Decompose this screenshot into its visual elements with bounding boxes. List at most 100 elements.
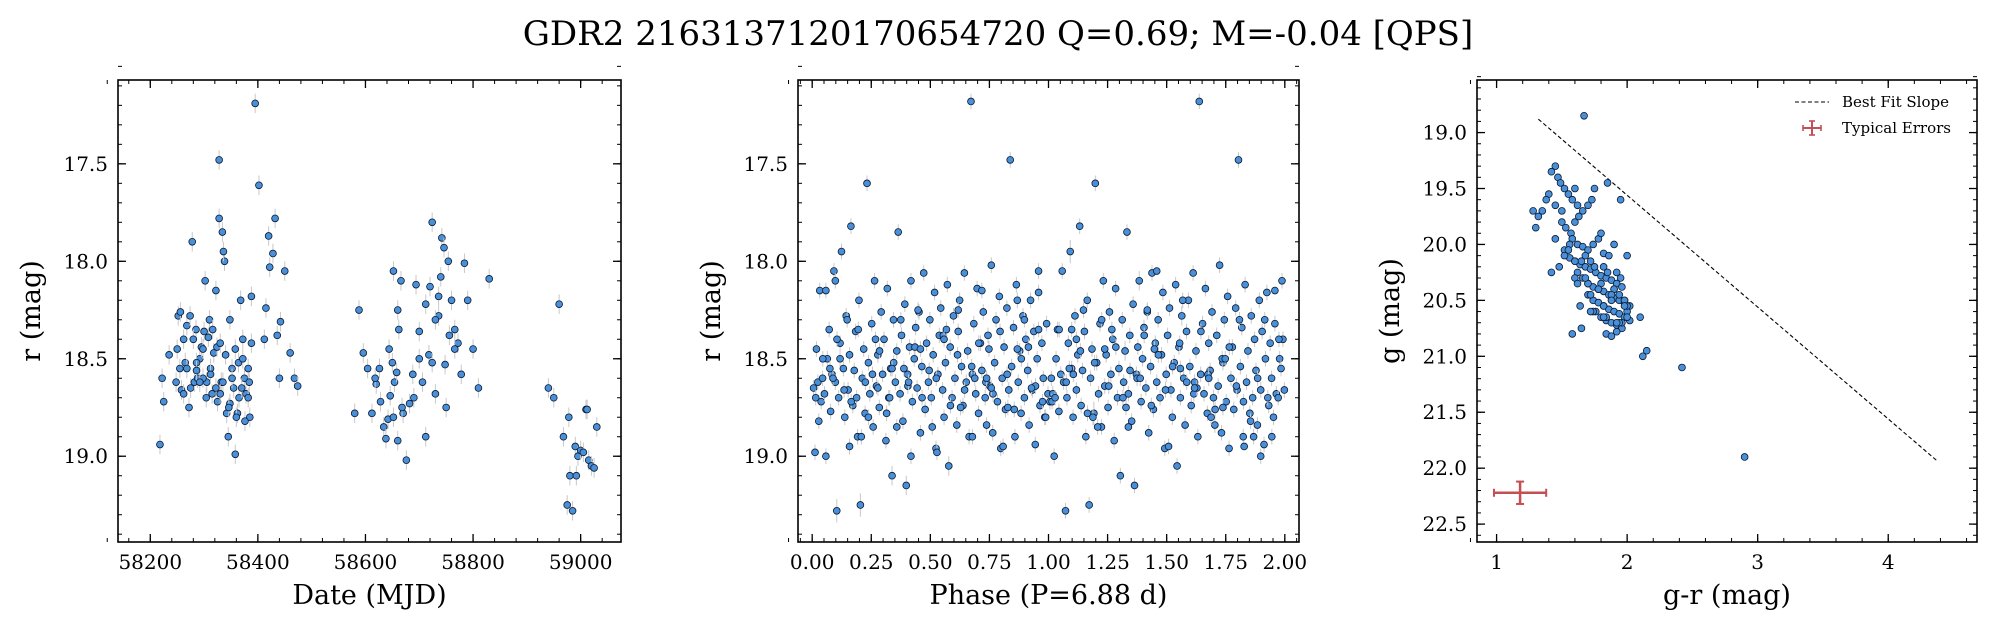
data-point bbox=[1277, 364, 1285, 373]
data-point bbox=[269, 249, 277, 258]
data-point bbox=[441, 360, 449, 369]
data-point bbox=[811, 393, 820, 402]
figure-title: GDR2 2163137120170654720 Q=0.69; M=-0.04… bbox=[523, 14, 1473, 54]
data-point bbox=[1219, 403, 1227, 412]
data-point bbox=[1119, 393, 1127, 402]
y-tick-label: 22.5 bbox=[1422, 512, 1467, 536]
data-point bbox=[978, 366, 986, 375]
data-point bbox=[1538, 207, 1547, 215]
x-axis-label: g-r (mag) bbox=[1663, 580, 1791, 611]
data-point bbox=[1124, 423, 1133, 431]
data-point bbox=[1260, 315, 1269, 324]
data-point bbox=[434, 292, 443, 301]
data-point bbox=[885, 393, 894, 402]
data-point bbox=[247, 339, 256, 347]
data-point bbox=[988, 429, 997, 437]
data-point bbox=[888, 364, 896, 373]
data-point bbox=[1143, 306, 1152, 314]
data-point bbox=[1012, 280, 1021, 289]
data-point bbox=[854, 325, 863, 334]
data-point bbox=[960, 269, 969, 277]
data-point bbox=[985, 345, 993, 353]
data-point bbox=[572, 471, 581, 480]
data-point bbox=[213, 397, 222, 406]
data-point bbox=[189, 335, 198, 344]
data-point bbox=[232, 413, 241, 422]
data-point bbox=[1090, 358, 1099, 367]
data-point bbox=[1034, 325, 1043, 334]
data-point bbox=[273, 331, 282, 340]
data-point bbox=[1576, 302, 1584, 310]
data-point bbox=[1534, 212, 1543, 221]
data-point bbox=[883, 284, 892, 293]
data-point bbox=[864, 358, 873, 367]
x-tick-label: 58600 bbox=[334, 550, 398, 574]
data-point bbox=[916, 345, 925, 353]
data-point bbox=[1234, 156, 1243, 164]
data-point bbox=[215, 214, 223, 223]
data-point bbox=[1200, 390, 1208, 398]
data-point bbox=[199, 345, 207, 353]
data-point bbox=[818, 374, 827, 383]
data-point bbox=[1042, 319, 1051, 328]
y-tick-label: 19.5 bbox=[1422, 177, 1467, 201]
data-point bbox=[1241, 280, 1249, 289]
data-point bbox=[875, 403, 884, 412]
data-point bbox=[951, 374, 959, 383]
data-point bbox=[1597, 229, 1605, 238]
data-point bbox=[1007, 362, 1016, 371]
data-point bbox=[834, 393, 843, 402]
data-point bbox=[1740, 453, 1749, 461]
data-point bbox=[431, 315, 440, 324]
data-point bbox=[1599, 263, 1608, 271]
data-point bbox=[1580, 111, 1588, 120]
data-point bbox=[559, 432, 568, 441]
data-point bbox=[1033, 354, 1041, 363]
data-point bbox=[1610, 240, 1618, 249]
data-point bbox=[1146, 362, 1155, 371]
data-point bbox=[415, 354, 424, 363]
data-point bbox=[1034, 288, 1043, 297]
y-axis-label: r (mag) bbox=[16, 260, 47, 362]
data-point bbox=[1067, 325, 1076, 334]
data-point bbox=[1195, 97, 1204, 106]
data-point bbox=[1116, 471, 1125, 480]
data-point bbox=[1588, 195, 1596, 204]
data-point bbox=[1258, 327, 1266, 336]
data-point bbox=[882, 436, 890, 445]
data-point bbox=[822, 286, 830, 295]
data-point bbox=[215, 156, 223, 164]
data-point bbox=[1253, 374, 1262, 383]
data-point bbox=[1260, 440, 1268, 449]
data-point bbox=[1154, 351, 1163, 359]
data-point bbox=[1181, 421, 1189, 429]
data-point bbox=[156, 440, 164, 449]
data-point bbox=[1052, 354, 1060, 363]
data-point bbox=[1197, 327, 1205, 336]
data-point bbox=[1159, 288, 1167, 297]
data-point bbox=[1577, 324, 1586, 333]
data-point bbox=[946, 401, 955, 410]
data-point bbox=[158, 374, 166, 383]
data-point bbox=[1594, 298, 1603, 307]
data-point bbox=[942, 325, 951, 334]
data-point bbox=[825, 325, 833, 334]
data-point bbox=[405, 399, 414, 408]
data-point bbox=[832, 507, 841, 515]
data-point bbox=[1271, 0, 1278, 3]
y-tick-label: 19.0 bbox=[743, 444, 788, 468]
data-point bbox=[286, 349, 294, 357]
data-point bbox=[1246, 409, 1254, 418]
data-point bbox=[1214, 382, 1222, 390]
data-point bbox=[583, 405, 591, 414]
data-point bbox=[1278, 276, 1286, 285]
data-point bbox=[1069, 370, 1078, 379]
data-point bbox=[1201, 284, 1210, 293]
y-axis-label: r (mag) bbox=[696, 260, 727, 362]
x-tick-label: 58400 bbox=[226, 550, 290, 574]
y-tick-label: 18.0 bbox=[63, 249, 108, 273]
data-point bbox=[864, 413, 873, 422]
data-point bbox=[981, 393, 989, 402]
data-point bbox=[1112, 343, 1120, 351]
data-point bbox=[1130, 0, 1137, 3]
